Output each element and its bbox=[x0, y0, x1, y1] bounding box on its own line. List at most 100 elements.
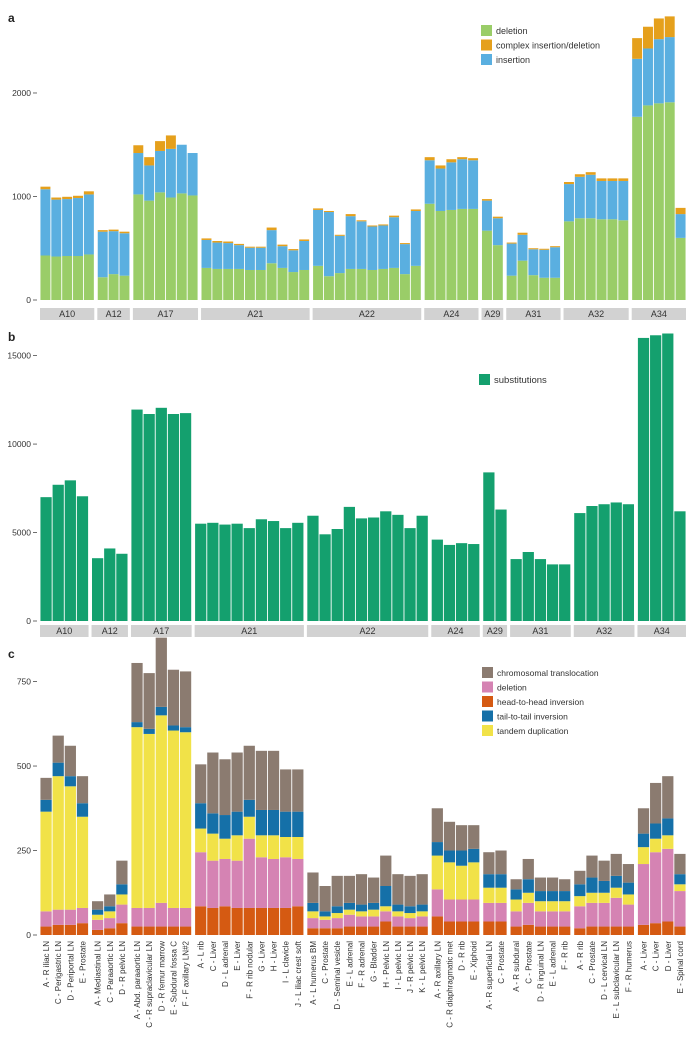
bar-segment-sv_deletion bbox=[443, 899, 456, 922]
bar-segment-substitutions bbox=[586, 506, 598, 621]
bar-segment-tandem bbox=[610, 887, 622, 898]
bar-segment-t2t bbox=[179, 727, 192, 733]
x-tick-label: G - Bladder bbox=[370, 941, 379, 982]
bar-segment-complex bbox=[632, 38, 643, 59]
bar-segment-t2t bbox=[443, 850, 456, 863]
bar-segment-deletion bbox=[517, 260, 528, 300]
bar-segment-tandem bbox=[522, 892, 534, 903]
bar-segment-t2t bbox=[662, 818, 674, 836]
bar-segment-translocation bbox=[404, 875, 416, 907]
bar-segment-h2h bbox=[510, 926, 522, 935]
bar-segment-insertion bbox=[266, 230, 277, 264]
bar-segment-substitutions bbox=[307, 515, 319, 621]
bar-segment-translocation bbox=[662, 776, 674, 819]
bar-segment-t2t bbox=[637, 833, 650, 848]
x-tick-label: I - L pelvic LN bbox=[394, 941, 403, 990]
bar-segment-insertion bbox=[223, 243, 234, 269]
bar-segment-deletion bbox=[632, 116, 643, 300]
bar-segment-deletion bbox=[424, 203, 435, 300]
group-label: A17 bbox=[157, 309, 173, 319]
bar-segment-tandem bbox=[586, 892, 598, 903]
bar-segment-substitutions bbox=[167, 414, 180, 621]
group-label: A24 bbox=[443, 309, 459, 319]
x-tick-label: E - Subdural fossa C bbox=[169, 941, 178, 1015]
bar-segment-deletion bbox=[51, 256, 62, 300]
bar-segment-complex bbox=[481, 199, 492, 201]
bar-segment-h2h bbox=[331, 928, 343, 935]
bar-segment-translocation bbox=[131, 662, 143, 723]
bar-segment-substitutions bbox=[510, 559, 522, 621]
bar-segment-complex bbox=[51, 197, 62, 200]
bar-segment-tandem bbox=[674, 884, 686, 892]
legend-label: tail-to-tail inversion bbox=[497, 712, 568, 722]
bar-segment-deletion bbox=[563, 221, 574, 300]
bar-segment-insertion bbox=[97, 231, 108, 278]
x-tick-label: F - R adrenal bbox=[358, 941, 367, 988]
bar-segment-tandem bbox=[546, 901, 559, 912]
x-tick-label: H - Pelvic LN bbox=[382, 941, 391, 988]
legend-label: tandem duplication bbox=[497, 726, 569, 736]
bar-segment-sv_deletion bbox=[510, 911, 522, 927]
bar-segment-insertion bbox=[424, 160, 435, 204]
bar-segment-tandem bbox=[195, 828, 207, 853]
bar-segment-deletion bbox=[313, 265, 324, 300]
group-label: A32 bbox=[588, 309, 604, 319]
bar-segment-translocation bbox=[495, 850, 507, 875]
bar-segment-tandem bbox=[40, 811, 52, 912]
y-tick-label: 0 bbox=[26, 930, 31, 940]
bar-segment-tandem bbox=[637, 847, 650, 865]
x-tick-label: C - Perigastric LN bbox=[54, 941, 63, 1004]
bar-segment-h2h bbox=[292, 906, 304, 935]
bar-segment-t2t bbox=[231, 811, 243, 836]
bar-segment-tandem bbox=[255, 835, 268, 858]
bar-segment-t2t bbox=[219, 815, 231, 839]
bar-segment-t2t bbox=[650, 823, 662, 839]
x-tick-label: A - Abd. paraaortic LN bbox=[133, 941, 142, 1019]
x-tick-label: H - Liver bbox=[270, 941, 279, 972]
bar-segment-substitutions bbox=[91, 558, 104, 621]
bar-segment-tandem bbox=[231, 835, 243, 861]
group-strip bbox=[194, 625, 304, 637]
bar-segment-insertion bbox=[165, 148, 176, 198]
bar-segment-deletion bbox=[83, 254, 94, 300]
bar-segment-translocation bbox=[280, 769, 292, 812]
bar-segment-substitutions bbox=[116, 553, 128, 621]
bar-segment-complex bbox=[234, 243, 245, 246]
bar-segment-deletion bbox=[334, 273, 345, 300]
bar-segment-tandem bbox=[455, 865, 468, 900]
group-label: A24 bbox=[448, 626, 464, 636]
bar-segment-insertion bbox=[133, 153, 144, 195]
bar-segment-tandem bbox=[52, 776, 64, 910]
bar-segment-deletion bbox=[244, 269, 255, 300]
bar-segment-sv_deletion bbox=[91, 919, 104, 930]
x-tick-label: A - R rib bbox=[576, 940, 585, 969]
panel-label: c bbox=[8, 647, 15, 661]
bar-segment-t2t bbox=[116, 884, 128, 895]
bar-segment-substitutions bbox=[267, 521, 280, 621]
group-strip bbox=[482, 625, 508, 637]
bar-segment-translocation bbox=[610, 853, 622, 876]
bar-segment-insertion bbox=[73, 198, 83, 257]
bar-segment-h2h bbox=[546, 926, 559, 935]
bar-segment-translocation bbox=[534, 877, 547, 892]
group-label: A21 bbox=[241, 626, 257, 636]
bar-segment-deletion bbox=[323, 276, 334, 300]
bar-segment-complex bbox=[399, 243, 410, 245]
bar-segment-t2t bbox=[483, 874, 495, 888]
bar-segment-complex bbox=[244, 246, 255, 248]
bar-segment-sv_deletion bbox=[455, 899, 468, 922]
bar-segment-h2h bbox=[622, 926, 635, 935]
group-strip bbox=[506, 308, 561, 320]
x-tick-label: E - Liver bbox=[233, 941, 242, 971]
bar-segment-h2h bbox=[443, 921, 456, 935]
bar-segment-substitutions bbox=[610, 502, 622, 621]
bar-segment-t2t bbox=[243, 799, 255, 817]
bar-segment-deletion bbox=[367, 269, 378, 300]
bar-segment-h2h bbox=[231, 907, 243, 935]
bar-segment-deletion bbox=[618, 220, 629, 300]
bar-segment-insertion bbox=[40, 189, 51, 256]
bar-segment-insertion bbox=[653, 39, 664, 104]
bar-segment-deletion bbox=[234, 268, 245, 300]
bar-segment-translocation bbox=[559, 879, 571, 892]
x-tick-label: F - R humerus bbox=[624, 941, 633, 992]
